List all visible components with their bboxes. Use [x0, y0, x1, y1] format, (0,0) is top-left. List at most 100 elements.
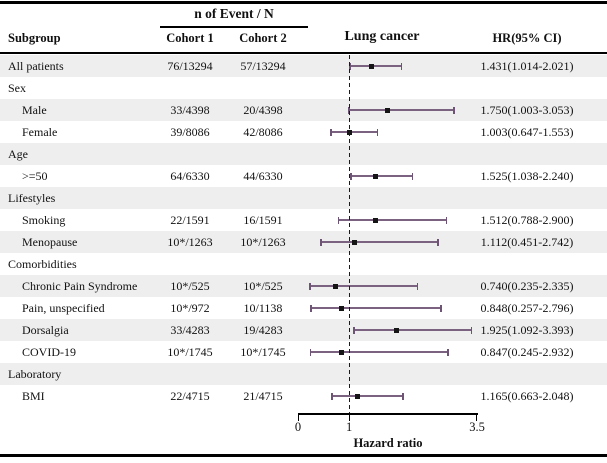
- ci-cap: [447, 348, 449, 356]
- hr-ci-value: 1.750(1.003-3.053): [480, 102, 574, 117]
- axis-title: Hazard ratio: [353, 436, 423, 450]
- events-title-underline: [160, 26, 308, 28]
- subgroup-label: Comorbidities: [8, 256, 77, 271]
- ci-cap: [416, 282, 419, 290]
- subgroup-label: Male: [22, 102, 47, 117]
- ci-line: [349, 65, 402, 67]
- forest-cell: [298, 253, 477, 275]
- ci-line: [310, 351, 448, 353]
- hr-ci-value: 1.112(0.451-2.742): [480, 234, 574, 249]
- cohort2-value: 21/4715: [243, 388, 283, 403]
- ci-line: [351, 175, 413, 177]
- table-body: All patients 76/13294 57/13294 1.431(1.014-…: [0, 55, 607, 407]
- ci-cap: [337, 216, 340, 224]
- hazard-ratio-axis: Hazard ratio 0 1 3.5: [294, 413, 485, 455]
- table-row: >=50 64/6330 44/6330 1.525(1.038-2.240): [0, 165, 607, 187]
- subgroup-label: Chronic Pain Syndrome: [22, 278, 138, 293]
- hr-ci-value: 1.165(0.663-2.048): [480, 388, 574, 403]
- table-row: BMI 22/4715 21/4715 1.165(0.663-2.048): [0, 385, 607, 407]
- forest-cell: [298, 231, 477, 253]
- hr-ci-value: 0.740(0.235-2.335): [480, 278, 574, 293]
- hr-ci-value: 1.003(0.647-1.553): [480, 124, 574, 139]
- subgroup-label: Menopause: [22, 234, 78, 249]
- subgroup-label: Age: [8, 146, 28, 161]
- column-header-subgroup: Subgroup: [8, 31, 61, 45]
- table-row: COVID-19 10*/1745 10*/1745 0.847(0.245-2.93…: [0, 341, 607, 363]
- cohort1-value: 10*/972: [170, 300, 210, 315]
- group-row: Sex: [0, 77, 607, 99]
- cohort2-value: 10*/525: [243, 278, 283, 293]
- forest-cell: [298, 143, 477, 165]
- axis-tick-label: 0: [294, 420, 302, 434]
- ci-cap: [331, 392, 333, 400]
- hr-point-marker: [368, 63, 374, 69]
- forest-cell: [298, 165, 477, 187]
- plot-title: Lung cancer: [344, 29, 420, 44]
- cohort2-value: 57/13294: [240, 58, 286, 73]
- ci-cap: [411, 172, 414, 180]
- cohort2-value: 16/1591: [243, 212, 283, 227]
- top-border-rule: [0, 1, 607, 4]
- hr-point-marker: [355, 393, 361, 399]
- ci-line: [310, 285, 418, 287]
- hr-ci-value: 1.525(1.038-2.240): [480, 168, 574, 183]
- table-row: Male 33/4398 20/4398 1.750(1.003-3.053): [0, 99, 607, 121]
- forest-cell: [298, 319, 477, 341]
- axis-tick-label: 1: [346, 420, 353, 434]
- ci-cap: [309, 348, 312, 356]
- column-header-hr-ci: HR(95% CI): [492, 31, 562, 45]
- subgroup-label: Dorsalgia: [22, 322, 69, 337]
- subgroup-label: BMI: [22, 388, 45, 403]
- ci-cap: [320, 238, 322, 246]
- hr-ci-value: 1.925(1.092-3.393): [480, 322, 574, 337]
- cohort2-value: 42/8086: [243, 124, 283, 139]
- forest-cell: [298, 121, 477, 143]
- forest-cell: [298, 363, 477, 385]
- ci-cap: [310, 304, 312, 312]
- ci-line: [331, 395, 403, 397]
- hr-point-marker: [372, 217, 378, 223]
- subgroup-label: COVID-19: [22, 344, 76, 359]
- group-row: Age: [0, 143, 607, 165]
- ci-cap: [309, 282, 311, 290]
- events-column-group-title: n of Event / N: [194, 6, 274, 21]
- forest-cell: [298, 209, 477, 231]
- cohort1-value: 10*/525: [170, 278, 210, 293]
- ci-cap: [400, 62, 403, 70]
- cohort1-value: 22/4715: [170, 388, 210, 403]
- cohort2-value: 44/6330: [243, 168, 283, 183]
- subgroup-label: Female: [22, 124, 58, 139]
- forest-cell: [298, 99, 477, 121]
- forest-cell: [298, 55, 477, 77]
- cohort1-value: 33/4283: [170, 322, 210, 337]
- ci-cap: [376, 128, 379, 136]
- cohort1-value: 64/6330: [170, 168, 210, 183]
- subgroup-label: Pain, unspecified: [22, 300, 105, 315]
- subgroup-label: Laboratory: [8, 366, 62, 381]
- hr-point-marker: [352, 239, 358, 245]
- hr-ci-value: 1.512(0.788-2.900): [480, 212, 574, 227]
- table-row: Female 39/8086 42/8086 1.003(0.647-1.553): [0, 121, 607, 143]
- ci-cap: [437, 238, 440, 246]
- cohort1-value: 33/4398: [170, 102, 210, 117]
- ci-cap: [470, 326, 473, 334]
- hr-ci-value: 0.848(0.257-2.796): [480, 300, 574, 315]
- ci-cap: [401, 392, 404, 400]
- cohort2-value: 10/1138: [243, 300, 283, 315]
- forest-cell: [298, 187, 477, 209]
- table-row: Smoking 22/1591 16/1591 1.512(0.788-2.900): [0, 209, 607, 231]
- table-row: Chronic Pain Syndrome 10*/525 10*/525 0.740…: [0, 275, 607, 297]
- axis-tick-label: 3.5: [469, 420, 485, 434]
- ci-line: [321, 241, 439, 243]
- column-header-cohort2: Cohort 2: [239, 31, 287, 45]
- ci-cap: [440, 304, 442, 312]
- hr-point-marker: [385, 107, 390, 113]
- ci-cap: [350, 172, 352, 180]
- axis-tick: [475, 414, 477, 421]
- axis-tick: [298, 414, 300, 421]
- subgroup-label: Smoking: [22, 212, 66, 227]
- hr-point-marker: [373, 173, 379, 179]
- ci-cap: [353, 326, 355, 334]
- cohort2-value: 10*/1263: [240, 234, 286, 249]
